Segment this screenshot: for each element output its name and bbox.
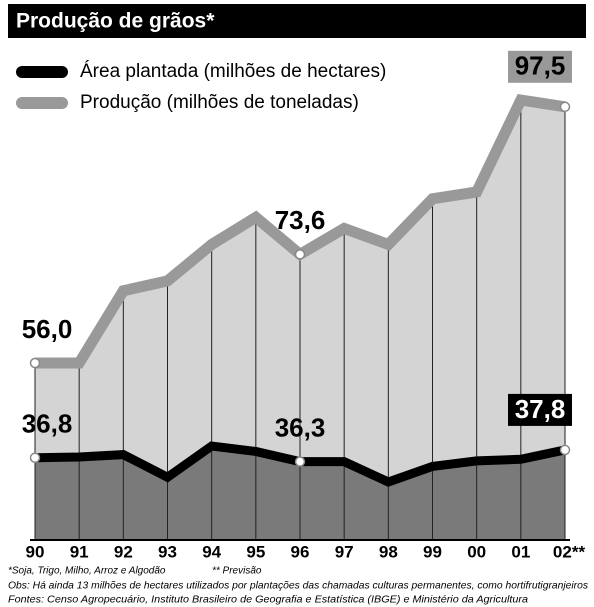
point-marker: [29, 452, 41, 463]
point-marker: [29, 357, 41, 369]
data-label: 36,8: [22, 409, 73, 439]
footnote: Obs: Há ainda 13 milhões de hectares uti…: [8, 581, 588, 592]
x-tick-label: 98: [379, 542, 398, 561]
x-tick-label: 90: [26, 542, 45, 561]
label-box: [508, 50, 572, 83]
legend-label: Produção (milhões de toneladas): [80, 92, 359, 113]
x-tick-label: 99: [423, 542, 442, 561]
x-tick-label: 91: [70, 542, 89, 561]
point-marker: [294, 249, 306, 260]
footnote: *Soja, Trigo, Milho, Arroz e Algodão: [8, 566, 166, 577]
legend-label: Área plantada (milhões de hectares): [80, 61, 386, 82]
label-box: [508, 393, 572, 426]
x-tick-label: 93: [158, 542, 177, 561]
data-label: 97,5: [515, 51, 566, 81]
point-marker: [559, 444, 571, 456]
data-label: 37,8: [515, 394, 566, 424]
x-tick-label: 01: [511, 542, 530, 561]
point-marker: [294, 456, 306, 467]
x-tick-label: 92: [114, 542, 133, 561]
data-label: 36,3: [275, 413, 326, 443]
data-label: 73,6: [275, 205, 326, 235]
x-tick-label: 97: [335, 542, 354, 561]
x-tick-label: 96: [291, 542, 310, 561]
data-label: 56,0: [22, 314, 73, 344]
x-tick-label: 95: [246, 542, 265, 561]
x-tick-label: 00: [467, 542, 486, 561]
point-marker: [559, 101, 571, 113]
chart-title: Produção de grãos*: [16, 10, 215, 33]
x-tick-label: 02**: [553, 542, 586, 561]
footnote: Fontes: Censo Agropecuário, Instituto Br…: [8, 595, 528, 606]
footnote: ** Previsão: [212, 566, 262, 577]
x-tick-label: 94: [202, 542, 221, 561]
title-bar: [8, 4, 586, 38]
